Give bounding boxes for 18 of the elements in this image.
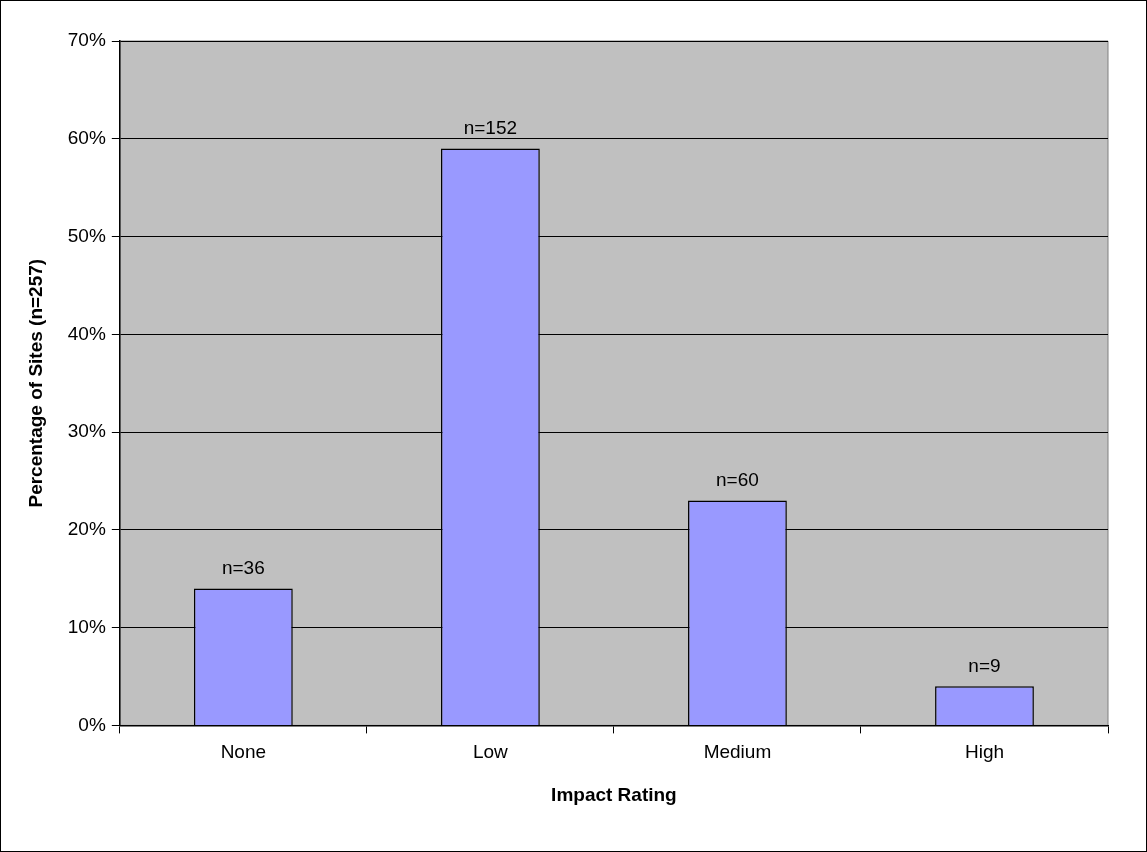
x-tick-label: Low: [472, 741, 509, 763]
y-tick-label: 50%: [67, 224, 106, 246]
annotation: n=9: [968, 655, 1001, 677]
x-tick-label: Medium: [703, 741, 772, 763]
annotation: n=36: [221, 557, 265, 579]
x-axis-title: Impact Rating: [551, 783, 677, 805]
y-tick-label: 10%: [67, 615, 106, 637]
annotation: n=152: [463, 117, 518, 139]
y-tick-label: 30%: [67, 420, 106, 442]
y-tick-label: 70%: [67, 29, 106, 51]
annotation: n=60: [716, 469, 759, 491]
x-tick-label: None: [220, 741, 267, 763]
x-tick-label: High: [964, 741, 1005, 763]
y-axis-title: Percentage of Sites (n=257): [24, 258, 46, 508]
y-tick-label: 40%: [67, 322, 106, 344]
y-tick-label: 0%: [78, 713, 106, 735]
y-tick-label: 20%: [67, 518, 106, 540]
y-tick-label: 60%: [67, 127, 106, 149]
